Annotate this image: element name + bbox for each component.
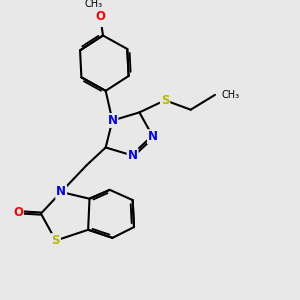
Text: CH₃: CH₃ [85, 0, 103, 10]
Text: O: O [13, 206, 23, 219]
Text: O: O [95, 10, 105, 23]
Text: S: S [52, 234, 60, 247]
Text: S: S [161, 94, 169, 107]
Text: N: N [56, 185, 66, 199]
Text: N: N [148, 130, 158, 143]
Text: CH₃: CH₃ [222, 90, 240, 100]
Text: N: N [128, 149, 138, 162]
Text: N: N [107, 114, 117, 127]
